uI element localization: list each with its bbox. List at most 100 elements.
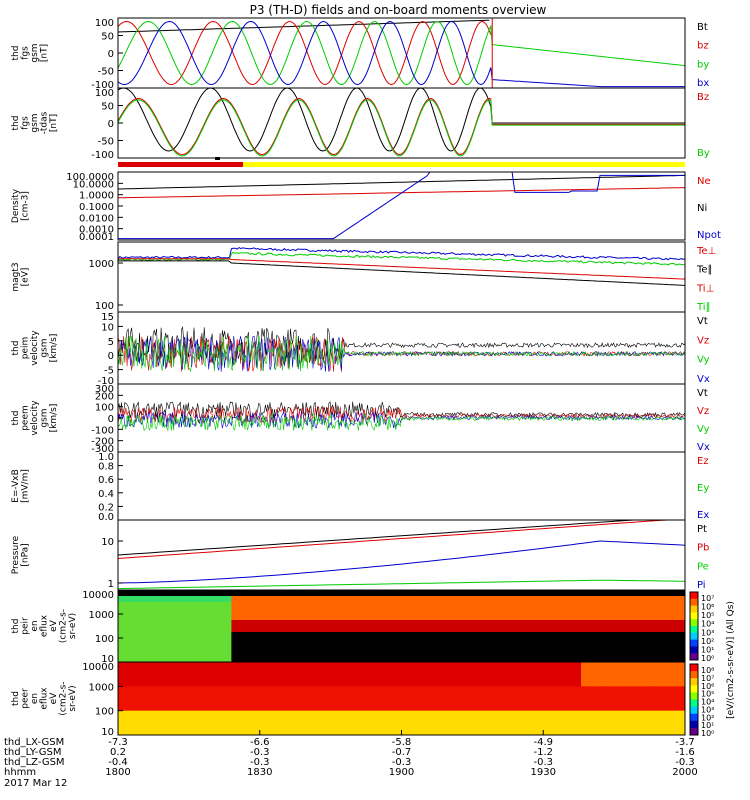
heatmap-cell <box>505 614 516 621</box>
heatmap-cell <box>231 722 242 730</box>
heatmap-cell <box>231 686 242 693</box>
heatmap-cell <box>335 656 346 663</box>
heatmap-cell <box>448 722 459 730</box>
heatmap-cell <box>514 680 525 687</box>
heatmap-cell <box>562 638 573 645</box>
heatmap-cell <box>382 698 393 706</box>
heatmap-cell <box>212 704 223 712</box>
panel-density-data <box>117 171 686 240</box>
legend-Te⊥: Te⊥ <box>696 246 716 257</box>
colorbar-cell <box>690 706 698 715</box>
heatmap-cell <box>354 704 365 712</box>
heatmap-cell <box>571 620 582 627</box>
ytick-label: 100 <box>95 301 114 312</box>
heatmap-cell <box>486 668 497 675</box>
heatmap-cell <box>373 626 384 633</box>
heatmap-cell <box>240 662 251 669</box>
heatmap-cell <box>467 644 478 651</box>
heatmap-cell <box>552 620 563 627</box>
heatmap-cell <box>392 680 402 687</box>
heatmap-cell <box>656 626 667 633</box>
heatmap-cell <box>297 626 308 633</box>
legend-Ti∥: Ti∥ <box>696 302 711 313</box>
heatmap-cell <box>184 680 195 687</box>
heatmap-cell <box>297 644 308 651</box>
heatmap-cell <box>666 692 677 699</box>
heatmap-cell <box>637 722 648 730</box>
heatmap-cell <box>666 722 677 730</box>
heatmap-cell <box>496 698 506 706</box>
heatmap-cell <box>278 620 289 627</box>
ylabel-line: [km/s] <box>49 334 59 363</box>
heatmap-cell <box>335 620 346 627</box>
ylabel-line: -tdas <box>40 111 50 134</box>
heatmap-cell <box>666 602 677 609</box>
heatmap-cell <box>269 626 280 633</box>
heatmap-cell <box>373 674 384 681</box>
heatmap-cell <box>524 638 535 645</box>
heatmap-cell <box>505 710 516 718</box>
ylabel-line: thd <box>11 341 21 356</box>
heatmap-cell <box>486 674 497 681</box>
heatmap-cell <box>231 680 242 687</box>
heatmap-cell <box>193 716 204 724</box>
heatmap-cell <box>401 626 412 633</box>
heatmap-cell <box>448 638 459 645</box>
heatmap-cell <box>581 608 591 615</box>
heatmap-cell <box>524 710 535 718</box>
heatmap-cell <box>637 692 648 699</box>
heatmap-cell <box>552 608 563 615</box>
heatmap-cell <box>533 716 544 724</box>
heatmap-cell <box>335 728 346 736</box>
ylabel-line: E=-VxB <box>11 469 21 503</box>
heatmap-cell <box>458 728 469 736</box>
heatmap-cell <box>392 632 402 639</box>
heatmap-cell <box>240 638 251 645</box>
heatmap-cell <box>354 698 365 706</box>
heatmap-cell <box>562 614 573 621</box>
heatmap-cell <box>193 620 204 627</box>
heatmap-cell <box>505 674 516 681</box>
heatmap-cell <box>269 596 280 603</box>
legend-Vx: Vx <box>697 374 710 385</box>
heatmap-cell <box>165 638 176 645</box>
heatmap-cell <box>552 614 563 621</box>
panel-peem-data <box>117 401 686 432</box>
series-Pt <box>117 519 685 556</box>
heatmap-cell <box>231 698 242 706</box>
heatmap-cell <box>231 644 242 651</box>
heatmap-cell <box>410 620 421 627</box>
heatmap-cell <box>212 698 223 706</box>
heatmap-cell <box>552 728 563 736</box>
heatmap-cell <box>628 614 639 621</box>
heatmap-cell <box>288 632 299 639</box>
heatmap-cell <box>543 602 554 609</box>
ylabel-line: [cm-3] <box>21 191 31 221</box>
heatmap-cell <box>344 668 355 675</box>
heatmap-cell <box>288 662 299 669</box>
heatmap-cell <box>647 722 658 730</box>
heatmap-cell <box>420 722 431 730</box>
heatmap-cell <box>618 596 629 603</box>
heatmap-cell <box>335 644 346 651</box>
heatmap-cell <box>278 716 289 724</box>
heatmap-cell <box>136 638 147 645</box>
heatmap-cell <box>344 620 355 627</box>
heatmap-cell <box>373 680 384 687</box>
heatmap-cell <box>344 638 355 645</box>
heatmap-cell <box>146 650 157 657</box>
heatmap-cell <box>325 614 336 621</box>
heatmap-cell <box>184 704 195 712</box>
heatmap-cell <box>552 698 563 706</box>
heatmap-cell <box>562 626 573 633</box>
heatmap-cell <box>240 596 251 603</box>
heatmap-cell <box>496 620 506 627</box>
heatmap-cell <box>212 620 223 627</box>
heatmap-cell <box>363 632 374 639</box>
heatmap-cell <box>458 590 469 597</box>
heatmap-cell <box>250 686 261 693</box>
heatmap-cell <box>212 680 223 687</box>
colorbar-cell <box>690 626 698 634</box>
heatmap-cell <box>288 602 299 609</box>
heatmap-cell <box>363 662 374 669</box>
